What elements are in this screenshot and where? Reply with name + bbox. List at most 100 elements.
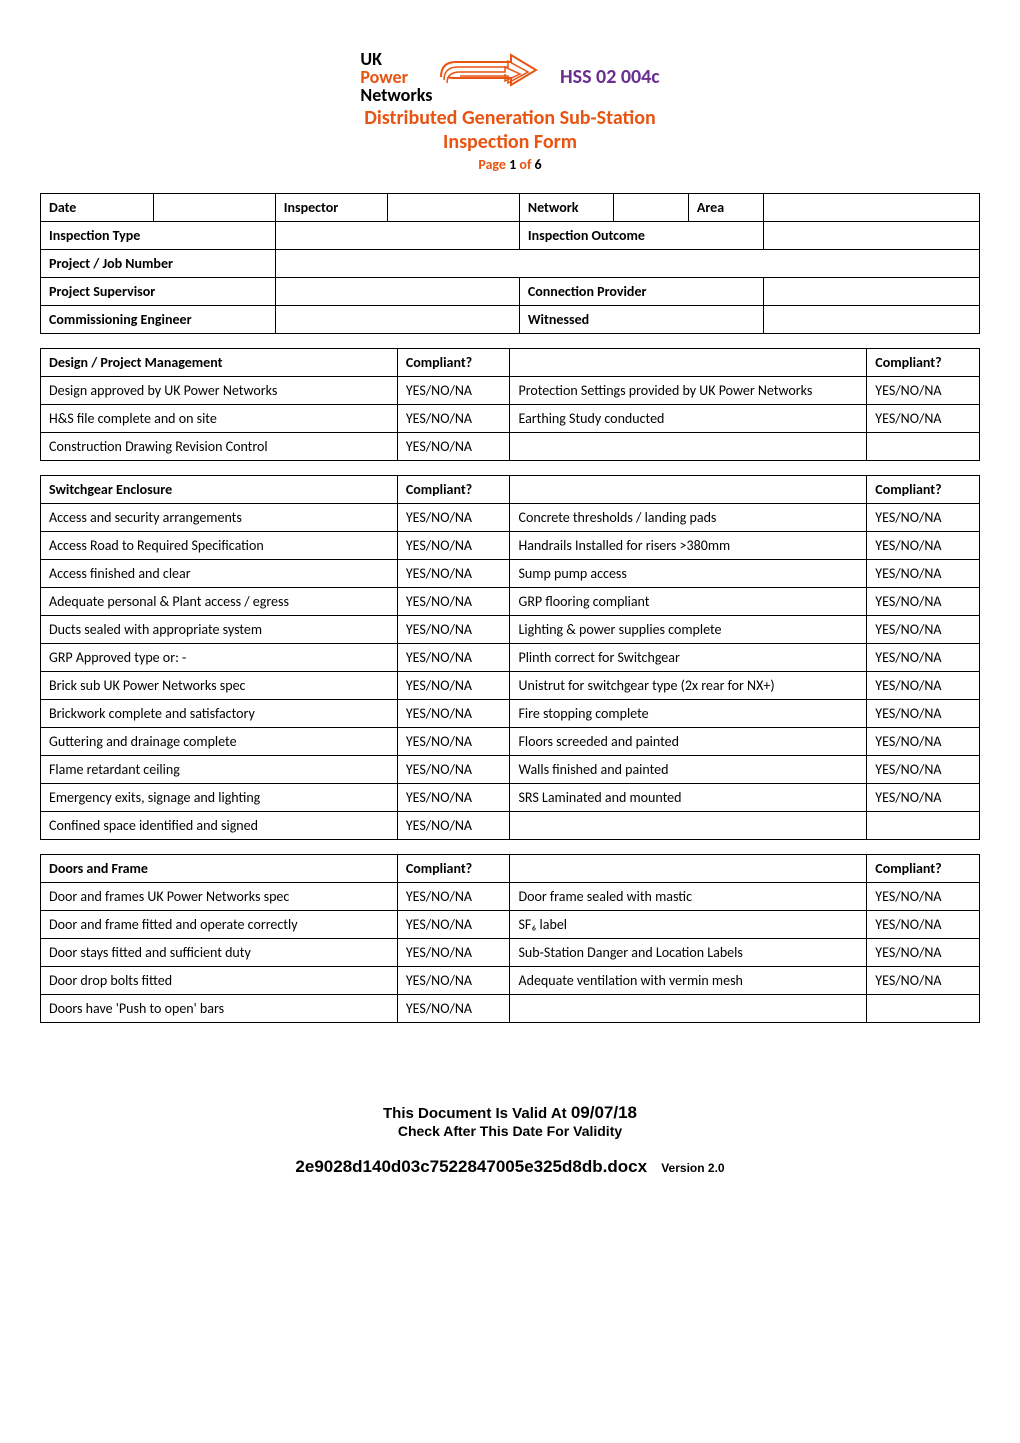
label-connection-provider: Connection Provider <box>519 278 763 306</box>
table-row: Doors have 'Push to open' barsYES/NO/NA <box>41 995 980 1023</box>
compliance-field[interactable]: YES/NO/NA <box>397 756 510 784</box>
compliance-field[interactable]: YES/NO/NA <box>397 939 510 967</box>
logo-arrow-icon <box>436 52 546 102</box>
compliance-field[interactable]: YES/NO/NA <box>397 784 510 812</box>
compliance-field[interactable]: YES/NO/NA <box>397 967 510 995</box>
check-item: Door stays fitted and sufficient duty <box>41 939 398 967</box>
compliance-field[interactable]: YES/NO/NA <box>867 784 980 812</box>
info-table: Date Inspector Network Area Inspection T… <box>40 193 980 334</box>
compliance-field[interactable]: YES/NO/NA <box>397 911 510 939</box>
compliance-field[interactable]: YES/NO/NA <box>397 995 510 1023</box>
compliance-field[interactable]: YES/NO/NA <box>867 405 980 433</box>
check-item: H&S file complete and on site <box>41 405 398 433</box>
logo-line3: Networks <box>360 86 432 104</box>
table-row: Project Supervisor Connection Provider <box>41 278 980 306</box>
compliance-field[interactable]: YES/NO/NA <box>397 560 510 588</box>
field-project-supervisor[interactable] <box>275 278 519 306</box>
check-item: Earthing Study conducted <box>510 405 867 433</box>
label-commissioning-engineer: Commissioning Engineer <box>41 306 276 334</box>
check-item: Lighting & power supplies complete <box>510 616 867 644</box>
compliance-field[interactable]: YES/NO/NA <box>397 812 510 840</box>
section-header-row: Doors and Frame Compliant? Compliant? <box>41 855 980 883</box>
footer: This Document Is Valid At 09/07/18 Check… <box>40 1103 980 1177</box>
table-row: Door drop bolts fittedYES/NO/NAAdequate … <box>41 967 980 995</box>
compliance-field[interactable]: YES/NO/NA <box>397 883 510 911</box>
compliance-field[interactable]: YES/NO/NA <box>867 532 980 560</box>
compliance-field[interactable]: YES/NO/NA <box>867 504 980 532</box>
check-item: Construction Drawing Revision Control <box>41 433 398 461</box>
page-pre: Page <box>478 156 509 173</box>
label-area: Area <box>688 194 763 222</box>
doc-title: Distributed Generation Sub-Station <box>40 106 980 130</box>
table-row: Flame retardant ceilingYES/NO/NAWalls fi… <box>41 756 980 784</box>
compliance-field[interactable] <box>867 433 980 461</box>
section-title-doors: Doors and Frame <box>41 855 398 883</box>
compliance-field[interactable]: YES/NO/NA <box>397 616 510 644</box>
check-item: Door and frames UK Power Networks spec <box>41 883 398 911</box>
version: Version 2.0 <box>661 1161 724 1175</box>
compliance-field[interactable] <box>867 812 980 840</box>
field-connection-provider[interactable] <box>763 278 979 306</box>
compliance-field[interactable]: YES/NO/NA <box>867 756 980 784</box>
compliance-field[interactable]: YES/NO/NA <box>397 644 510 672</box>
compliance-field[interactable]: YES/NO/NA <box>867 883 980 911</box>
table-row: Access Road to Required SpecificationYES… <box>41 532 980 560</box>
page-number: Page 1 of 6 <box>40 156 980 173</box>
field-commissioning-engineer[interactable] <box>275 306 519 334</box>
compliance-field[interactable]: YES/NO/NA <box>867 644 980 672</box>
compliance-field[interactable]: YES/NO/NA <box>867 967 980 995</box>
label-inspection-type: Inspection Type <box>41 222 276 250</box>
compliance-field[interactable]: YES/NO/NA <box>867 616 980 644</box>
design-table: Design / Project Management Compliant? C… <box>40 348 980 461</box>
compliance-field[interactable]: YES/NO/NA <box>867 700 980 728</box>
compliance-field[interactable]: YES/NO/NA <box>397 588 510 616</box>
check-item: Adequate personal & Plant access / egres… <box>41 588 398 616</box>
valid-line: This Document Is Valid At 09/07/18 <box>40 1103 980 1123</box>
table-row: Adequate personal & Plant access / egres… <box>41 588 980 616</box>
compliance-field[interactable]: YES/NO/NA <box>397 377 510 405</box>
compliance-field[interactable]: YES/NO/NA <box>867 911 980 939</box>
check-item: Doors have 'Push to open' bars <box>41 995 398 1023</box>
field-date[interactable] <box>153 194 275 222</box>
compliance-field[interactable]: YES/NO/NA <box>397 728 510 756</box>
docfile-name: 2e9028d140d03c7522847005e325d8db.docx <box>295 1157 647 1176</box>
compliance-field[interactable]: YES/NO/NA <box>397 433 510 461</box>
table-row: Brickwork complete and satisfactoryYES/N… <box>41 700 980 728</box>
field-witnessed[interactable] <box>763 306 979 334</box>
table-row: Project / Job Number <box>41 250 980 278</box>
enclosure-table: Switchgear Enclosure Compliant? Complian… <box>40 475 980 840</box>
compliance-field[interactable]: YES/NO/NA <box>397 532 510 560</box>
compliance-field[interactable]: YES/NO/NA <box>867 377 980 405</box>
field-inspection-type[interactable] <box>275 222 519 250</box>
check-item: Design approved by UK Power Networks <box>41 377 398 405</box>
table-row: Door and frames UK Power Networks specYE… <box>41 883 980 911</box>
check-item: SRS Laminated and mounted <box>510 784 867 812</box>
compliance-field[interactable]: YES/NO/NA <box>397 700 510 728</box>
compliance-field[interactable]: YES/NO/NA <box>867 560 980 588</box>
check-item: GRP flooring compliant <box>510 588 867 616</box>
compliance-field[interactable]: YES/NO/NA <box>397 405 510 433</box>
field-project-number[interactable] <box>275 250 979 278</box>
check-item: Ducts sealed with appropriate system <box>41 616 398 644</box>
compliance-field[interactable]: YES/NO/NA <box>867 939 980 967</box>
compliant-header: Compliant? <box>867 349 980 377</box>
table-row: Inspection Type Inspection Outcome <box>41 222 980 250</box>
compliance-field[interactable]: YES/NO/NA <box>397 504 510 532</box>
compliance-field[interactable]: YES/NO/NA <box>867 728 980 756</box>
check-item: Access finished and clear <box>41 560 398 588</box>
compliance-field[interactable] <box>867 995 980 1023</box>
field-inspector[interactable] <box>388 194 519 222</box>
check-item: GRP Approved type or: - <box>41 644 398 672</box>
table-row: Brick sub UK Power Networks specYES/NO/N… <box>41 672 980 700</box>
field-network[interactable] <box>613 194 688 222</box>
table-row: Emergency exits, signage and lightingYES… <box>41 784 980 812</box>
table-row: Confined space identified and signedYES/… <box>41 812 980 840</box>
field-inspection-outcome[interactable] <box>763 222 979 250</box>
label-date: Date <box>41 194 154 222</box>
section-title-enclosure: Switchgear Enclosure <box>41 476 398 504</box>
compliance-field[interactable]: YES/NO/NA <box>867 672 980 700</box>
check-item: Confined space identified and signed <box>41 812 398 840</box>
field-area[interactable] <box>763 194 979 222</box>
compliance-field[interactable]: YES/NO/NA <box>867 588 980 616</box>
compliance-field[interactable]: YES/NO/NA <box>397 672 510 700</box>
